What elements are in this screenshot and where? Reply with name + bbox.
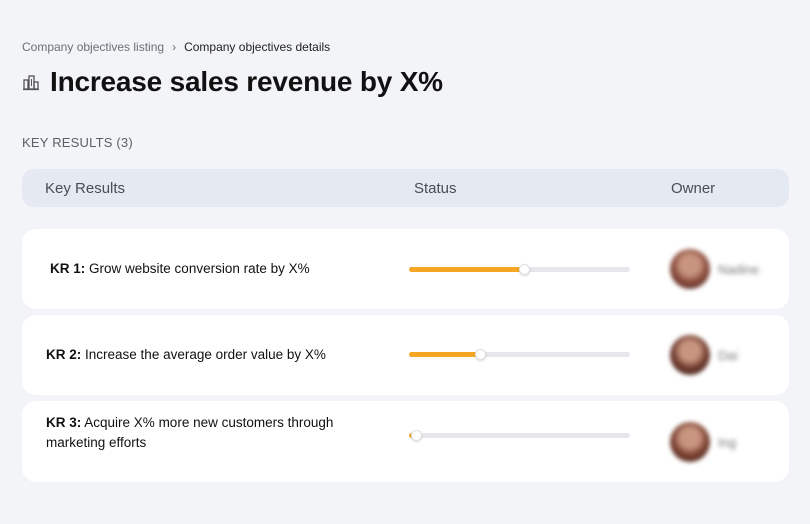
column-header-key-results: Key Results [45,180,126,197]
progress-handle[interactable] [474,349,486,360]
breadcrumb-parent-link[interactable]: Company objectives listing [22,40,165,54]
key-result-title: KR 3: Acquire X% more new customers thro… [46,413,366,453]
progress-handle[interactable] [410,430,422,441]
progress-bar [409,264,630,275]
progress-handle[interactable] [518,264,530,275]
column-header-status: Status [414,180,457,197]
title-row: Increase sales revenue by X% [22,66,443,98]
progress-bar [409,430,630,441]
key-result-text: Grow website conversion rate by X% [89,261,310,276]
breadcrumb-current: Company objectives details [184,40,331,54]
avatar [670,335,710,375]
key-result-title: KR 2: Increase the average order value b… [46,345,366,365]
key-results-section-label: KEY RESULTS (3) [22,135,133,150]
key-result-row[interactable]: KR 3: Acquire X% more new customers thro… [22,401,789,482]
key-result-code: KR 2: [46,347,82,362]
key-result-code: KR 1: [50,261,86,276]
owner[interactable]: Nadine [670,249,759,289]
owner[interactable]: Ing [670,422,736,462]
avatar [670,249,710,289]
owner-name: Ing [718,434,737,450]
progress-fill [409,352,480,357]
progress-fill [409,267,524,272]
building-icon [22,73,40,91]
progress-bar [409,349,630,360]
owner-name: Dai [718,347,738,363]
key-result-row[interactable]: KR 2: Increase the average order value b… [22,315,789,395]
avatar [670,422,710,462]
key-result-code: KR 3: [46,415,82,430]
breadcrumb: Company objectives listing › Company obj… [22,40,330,54]
key-result-text: Acquire X% more new customers through ma… [46,415,334,450]
key-result-text: Increase the average order value by X% [85,347,326,362]
key-result-row[interactable]: KR 1: Grow website conversion rate by X%… [22,229,789,309]
key-results-table-header: Key Results Status Owner [22,169,789,207]
page-title: Increase sales revenue by X% [50,66,443,97]
breadcrumb-separator: › [172,40,177,54]
owner[interactable]: Dai [670,335,738,375]
key-result-title: KR 1: Grow website conversion rate by X% [50,259,350,279]
owner-name: Nadine [718,261,760,277]
column-header-owner: Owner [671,180,716,197]
